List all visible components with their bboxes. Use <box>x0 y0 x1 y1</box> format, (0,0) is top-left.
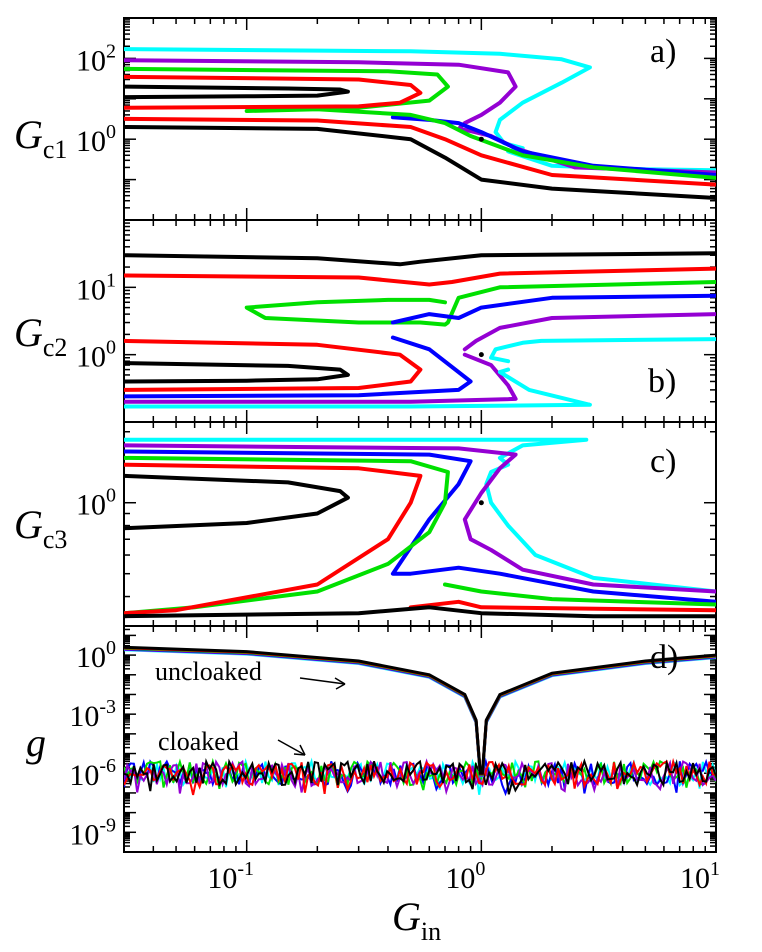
arrow-uncloaked <box>299 677 346 690</box>
curve-a-cyan <box>124 47 716 173</box>
x-axis-title: Gin <box>392 894 441 946</box>
annotation-uncloaked: uncloaked <box>155 657 262 686</box>
curve-a-red <box>124 116 716 187</box>
y-tick-label: 10-6 <box>69 755 116 792</box>
y-tick-label: 102 <box>76 40 116 77</box>
panel-a: 100 102 <box>76 17 717 221</box>
curve-a-black <box>124 84 350 100</box>
curve-b-cyan <box>124 367 592 409</box>
curve-b-red <box>124 266 716 287</box>
panel-b-labels: b) Gc2 <box>14 310 676 400</box>
arrow-cloaked <box>277 739 306 756</box>
curve-b-red <box>124 338 423 392</box>
y-tick-label: 10-9 <box>69 814 116 851</box>
panel-d-frame <box>123 625 717 853</box>
curve-b-cyan <box>489 337 716 364</box>
fixed-point-dot <box>478 352 484 358</box>
y-tick-label: 10-3 <box>69 696 116 733</box>
panel-c-plot <box>124 437 716 619</box>
x-axis-label: Gin <box>392 894 441 946</box>
y-tick-label: 100 <box>76 637 116 674</box>
uncloaked-curve-black <box>124 645 716 775</box>
panel-a-plot <box>124 47 716 200</box>
panel-c: 100 <box>76 421 717 627</box>
curve-b-black <box>124 251 716 267</box>
panel-b-plot <box>124 251 716 409</box>
curve-b-green <box>244 280 716 327</box>
x-tick-label: 101 <box>680 858 720 895</box>
curve-a-black <box>124 125 716 200</box>
curve-b-purple <box>124 352 518 404</box>
panel-label-d: d) <box>650 639 678 676</box>
curve-b-purple <box>462 312 716 352</box>
panels: 100 102 100 101 100 10-9 10-6 10-3 100 10-1 100 101 <box>69 17 720 895</box>
fixed-point-dot <box>478 500 484 506</box>
panel-d-labels: d) g uncloaked cloaked <box>26 639 678 765</box>
y-tick-label: 101 <box>76 269 116 306</box>
curve-b-blue <box>124 335 473 399</box>
panel-b: 100 101 <box>76 219 717 423</box>
curve-c-green <box>124 455 450 616</box>
panel-d: 10-9 10-6 10-3 100 10-1 100 101 <box>69 625 720 895</box>
cloaked-noise-black <box>124 758 716 795</box>
curve-c-blue <box>124 449 716 604</box>
curve-b-blue <box>390 293 716 325</box>
cloaked-noise-red <box>124 757 716 796</box>
panel-label-b: b) <box>648 363 676 400</box>
curve-c-black <box>124 605 716 619</box>
panel-d-plot <box>124 645 716 797</box>
y-tick-label: 100 <box>76 485 116 522</box>
fixed-point-dot <box>478 136 484 142</box>
panel-label-c: c) <box>650 443 676 480</box>
ylabel-b: Gc2 <box>14 310 67 362</box>
x-tick-label: 100 <box>445 858 485 895</box>
curve-b-black <box>124 361 350 384</box>
curve-c-red <box>124 462 423 616</box>
x-tick-label: 10-1 <box>207 858 254 895</box>
curve-c-purple <box>124 443 716 594</box>
annotation-cloaked: cloaked <box>158 727 239 756</box>
y-tick-label: 100 <box>76 121 116 158</box>
panel-c-labels: c) Gc3 <box>14 443 676 554</box>
ylabel-c: Gc3 <box>14 502 67 554</box>
curve-a-red <box>124 74 423 110</box>
panel-a-labels: a) Gc1 <box>14 33 676 164</box>
curve-c-red <box>408 599 716 613</box>
curve-c-green <box>443 582 716 607</box>
y-tick-label: 100 <box>76 337 116 374</box>
ylabel-d: g <box>26 720 46 765</box>
panel-label-a: a) <box>650 33 676 70</box>
curve-c-cyan <box>124 437 716 594</box>
curve-a-green <box>124 66 716 180</box>
ylabel-a: Gc1 <box>14 112 67 164</box>
curve-c-black <box>124 473 350 531</box>
